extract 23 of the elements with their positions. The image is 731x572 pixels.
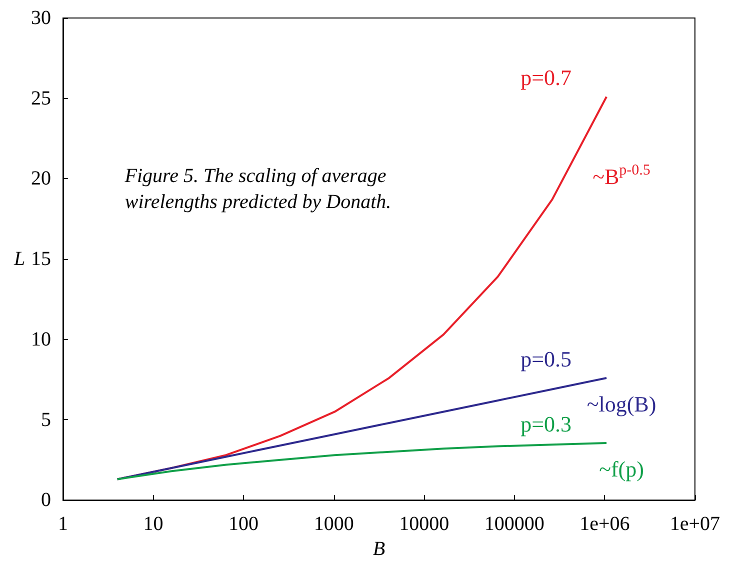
y-tick-label: 15 <box>31 248 51 270</box>
x-tick-label: 1000 <box>314 513 354 536</box>
series-label: p=0.7 <box>520 65 572 90</box>
x-tick-label: 1e+06 <box>580 513 630 536</box>
y-tick-label: 5 <box>41 408 51 431</box>
x-tick-label: 10000 <box>399 513 450 536</box>
annotation: ~log(B) <box>586 391 656 416</box>
y-tick-label: 0 <box>41 489 51 512</box>
y-tick-label: 20 <box>31 168 51 190</box>
x-tick-label: 1 <box>58 513 68 536</box>
x-tick-label: 100 <box>228 513 259 536</box>
y-tick-label: 30 <box>31 7 51 29</box>
x-tick-label: 1e+07 <box>670 513 720 536</box>
annotation: ~f(p) <box>599 456 644 482</box>
series-label: p=0.5 <box>520 346 572 372</box>
x-axis-title: B <box>372 538 386 560</box>
y-tick-label: 10 <box>31 328 51 350</box>
series-label: p=0.3 <box>520 412 572 437</box>
annotation: Figure 5. The scaling of average wirelengths predicted by Donath. <box>124 165 392 213</box>
x-tick-label: 100000 <box>484 513 544 536</box>
y-axis-title: L <box>12 248 26 270</box>
y-tick-label: 25 <box>31 87 51 110</box>
x-tick-label: 10 <box>143 513 164 536</box>
